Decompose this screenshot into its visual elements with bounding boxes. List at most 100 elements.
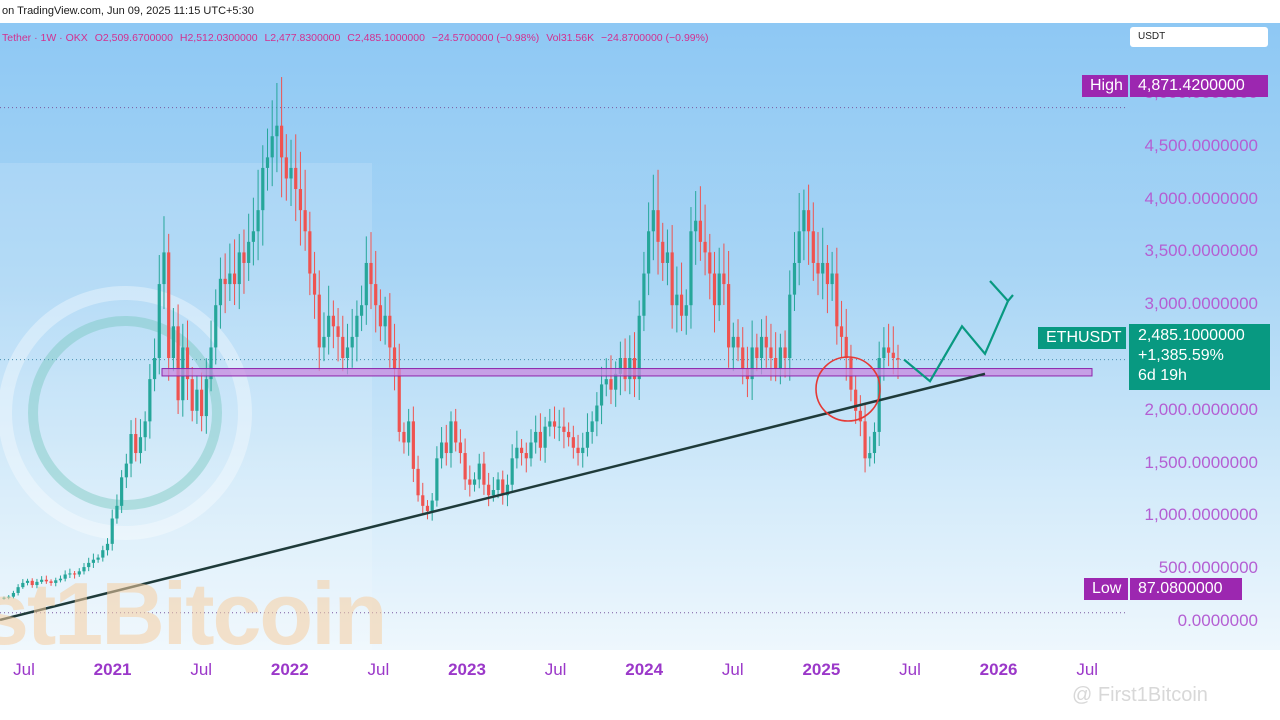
- candle-body: [289, 167, 293, 179]
- candle-body: [468, 479, 472, 485]
- candle-body: [378, 305, 383, 327]
- candle: [331, 300, 335, 349]
- candle: [317, 270, 321, 372]
- price-chart[interactable]: [0, 23, 1280, 650]
- candle: [637, 300, 641, 401]
- candle: [717, 247, 721, 322]
- candle: [759, 319, 764, 375]
- candle-body: [72, 573, 77, 575]
- candle: [651, 174, 655, 261]
- candle-body: [886, 347, 891, 353]
- candle: [872, 422, 877, 464]
- watermark-logo-inner-ring: [28, 316, 222, 510]
- candle: [63, 570, 67, 582]
- candle-body: [77, 571, 81, 575]
- candle-body: [270, 136, 274, 158]
- candle: [218, 257, 223, 329]
- projection-arrowhead: [989, 280, 1014, 303]
- candle: [303, 169, 307, 251]
- candle: [251, 197, 255, 266]
- candle: [792, 232, 797, 312]
- candle: [755, 333, 759, 372]
- candle: [360, 285, 364, 332]
- candle: [378, 289, 383, 342]
- candle-body: [736, 336, 740, 348]
- candle: [863, 404, 867, 473]
- candle-body: [769, 347, 773, 358]
- candle: [138, 419, 143, 464]
- candle-body: [58, 578, 63, 581]
- candle-body: [604, 379, 608, 385]
- low-marker-label: Low: [1084, 578, 1128, 600]
- candle-body: [30, 580, 34, 586]
- candle: [7, 595, 11, 600]
- candle-body: [788, 294, 792, 358]
- candle: [101, 545, 105, 562]
- candle: [242, 229, 246, 294]
- candle-body: [317, 294, 321, 348]
- candle: [369, 232, 373, 310]
- candle-body: [421, 495, 425, 506]
- candle-body: [802, 210, 806, 232]
- candle-body: [896, 358, 900, 360]
- candle-body: [614, 373, 618, 390]
- source-line: on TradingView.com, Jun 09, 2025 11:15 U…: [2, 5, 254, 17]
- chart-area[interactable]: st1Bitcoin Tether · 1W · OKX O2,509.6700…: [0, 23, 1280, 650]
- last-price-change: +1,385.59%: [1138, 347, 1224, 364]
- candle: [110, 509, 114, 551]
- candle: [802, 189, 806, 261]
- candle: [185, 320, 190, 401]
- candle-body: [190, 379, 194, 411]
- candle-body: [679, 294, 684, 316]
- high-marker-label: High: [1082, 75, 1128, 97]
- candle-body: [105, 543, 110, 551]
- candle-body: [891, 352, 895, 358]
- candle: [487, 472, 491, 507]
- candle-body: [120, 477, 124, 506]
- candle-body: [656, 210, 660, 242]
- candle: [402, 422, 406, 454]
- candle-body: [298, 189, 303, 211]
- candle: [214, 289, 218, 365]
- candle-body: [397, 368, 401, 432]
- candle: [854, 375, 858, 424]
- candle-body: [327, 315, 331, 337]
- candle: [727, 250, 731, 368]
- candle: [209, 320, 213, 392]
- candle-body: [303, 210, 307, 232]
- candle: [16, 584, 20, 596]
- candle: [505, 474, 510, 507]
- candle: [21, 579, 25, 589]
- candle: [830, 251, 834, 301]
- candle: [322, 312, 326, 362]
- currency-selector[interactable]: USDT: [1130, 27, 1268, 47]
- legend-volume-change: −24.8700000 (−0.99%): [601, 32, 709, 44]
- candle-body: [764, 336, 768, 348]
- candle: [237, 233, 241, 310]
- candle-body: [581, 447, 585, 454]
- candle-body: [717, 273, 721, 306]
- candle-body: [40, 579, 44, 582]
- candle: [886, 323, 891, 367]
- candle: [327, 285, 331, 355]
- candle-body: [21, 582, 25, 588]
- candle-body: [778, 347, 782, 369]
- candle: [388, 293, 392, 368]
- candle: [44, 575, 48, 584]
- candle: [816, 232, 820, 296]
- candle: [35, 578, 39, 589]
- candle: [661, 222, 665, 281]
- x-tick-label: 2026: [979, 660, 1018, 679]
- candle: [571, 425, 575, 459]
- candle-body: [247, 241, 251, 263]
- candle: [656, 169, 660, 275]
- candle-body: [2, 597, 6, 599]
- candle-body: [538, 431, 542, 448]
- candle-body: [543, 426, 547, 448]
- candle-body: [16, 587, 20, 593]
- candle-body: [844, 336, 848, 358]
- candle: [581, 432, 585, 468]
- candle: [576, 434, 580, 466]
- candle: [87, 557, 91, 572]
- candle: [552, 406, 557, 439]
